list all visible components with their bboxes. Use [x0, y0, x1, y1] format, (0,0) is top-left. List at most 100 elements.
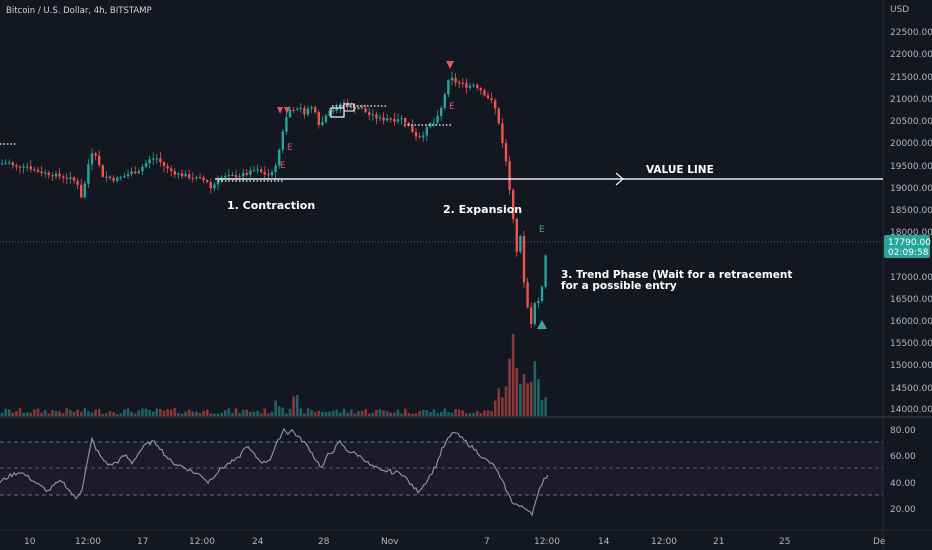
candle-body [260, 169, 263, 173]
candle-body [360, 107, 364, 109]
candle-body [166, 166, 169, 169]
volume-bar [144, 408, 148, 416]
price-axis[interactable]: 22500.00 22000.00 21500.00 21000.00 2050… [890, 28, 932, 415]
volume-bar [166, 409, 169, 416]
sell-signal-triangle-icon [284, 107, 290, 114]
volume-bar [169, 409, 173, 416]
volume-bar [173, 408, 177, 416]
volume-bar [87, 411, 90, 416]
price-tick: 18000.00 [890, 228, 932, 238]
volume-bar [7, 409, 11, 416]
volume-bar [54, 411, 58, 416]
time-tick: 17 [137, 537, 148, 547]
volume-bar [339, 412, 342, 416]
candle-body [36, 169, 40, 172]
candle-body [364, 108, 367, 113]
volume-bar [133, 413, 137, 416]
time-tick: 7 [484, 537, 490, 547]
candle-body [18, 166, 22, 168]
candle-body [332, 110, 335, 112]
volume-bar [267, 413, 270, 416]
candle-body [22, 166, 25, 168]
rsi-tick: 60.00 [890, 452, 916, 462]
volume-bar [540, 399, 544, 416]
volume-bar [227, 408, 231, 416]
price-tick: 20000.00 [890, 139, 932, 149]
volume-bar [277, 406, 281, 416]
volume-bar [245, 409, 249, 416]
candlestick-series[interactable] [0, 71, 547, 329]
candle-body [429, 123, 432, 128]
candle-body [393, 119, 396, 122]
volume-bar [141, 408, 144, 416]
volume-bar [357, 411, 360, 416]
symbol-title[interactable]: Bitcoin / U.S. Dollar, 4h, BITSTAMP [6, 6, 152, 16]
rsi-axis[interactable]: 80.00 60.00 40.00 20.00 [890, 426, 916, 515]
volume-bar [475, 411, 479, 416]
candle-body [461, 82, 464, 84]
candle-body [191, 178, 194, 180]
price-tick: 21500.00 [890, 73, 932, 83]
candle-body [263, 172, 266, 175]
volume-bar [43, 410, 47, 416]
candle-body [350, 106, 353, 108]
volume-bar [130, 411, 133, 416]
candle-body [494, 100, 497, 109]
time-axis[interactable]: 10 12:00 17 12:00 24 28 Nov 7 12:00 14 1… [24, 537, 886, 547]
volume-bars [0, 334, 547, 416]
volume-bar [151, 411, 155, 416]
candle-body [270, 172, 274, 176]
volume-bar [270, 411, 274, 416]
candle-body [76, 180, 79, 185]
candle-body [436, 115, 439, 123]
range-box [330, 107, 345, 118]
volume-bar [29, 412, 33, 416]
volume-bar [324, 412, 328, 416]
volume-bar [522, 373, 526, 416]
price-tick: 19500.00 [890, 162, 932, 172]
volume-bar [292, 396, 295, 416]
volume-bar [69, 410, 72, 416]
time-tick: 12:00 [534, 537, 560, 547]
candle-body [537, 301, 540, 304]
price-tick: 15500.00 [890, 339, 932, 349]
currency-label: USD [890, 5, 909, 15]
volume-bar [447, 412, 450, 416]
volume-bar [367, 413, 371, 416]
rsi-tick: 80.00 [890, 426, 916, 436]
volume-bar [22, 412, 25, 416]
candle-body [310, 107, 313, 109]
candle-body [458, 82, 461, 84]
volume-bar [439, 411, 443, 416]
volume-bar [511, 334, 515, 416]
volume-bar [378, 409, 382, 416]
signal-letter-e: E [539, 225, 545, 235]
volume-bar [94, 409, 97, 416]
time-tick: 25 [779, 537, 790, 547]
volume-bar [371, 412, 375, 416]
candle-body [11, 162, 14, 166]
volume-bar [515, 368, 519, 416]
volume-bar [241, 409, 245, 416]
price-tick: 16500.00 [890, 295, 932, 305]
volume-bar [61, 413, 65, 416]
candle-body [530, 307, 533, 325]
volume-bar [40, 412, 43, 416]
candle-body [357, 107, 360, 110]
volume-bar [195, 411, 198, 416]
volume-bar [216, 413, 220, 416]
price-tick: 14500.00 [890, 384, 932, 394]
volume-bar [436, 412, 439, 416]
sell-signal-triangle-icon [446, 61, 454, 69]
rsi-line[interactable] [0, 427, 549, 517]
volume-bar [486, 410, 490, 416]
candle-body [306, 108, 310, 115]
candle-body [422, 135, 425, 138]
volume-bar [274, 400, 277, 416]
volume-bar [375, 409, 378, 416]
candle-body [231, 174, 234, 176]
volume-bar [191, 411, 195, 416]
candle-body [144, 163, 148, 167]
volume-bar [313, 412, 317, 416]
